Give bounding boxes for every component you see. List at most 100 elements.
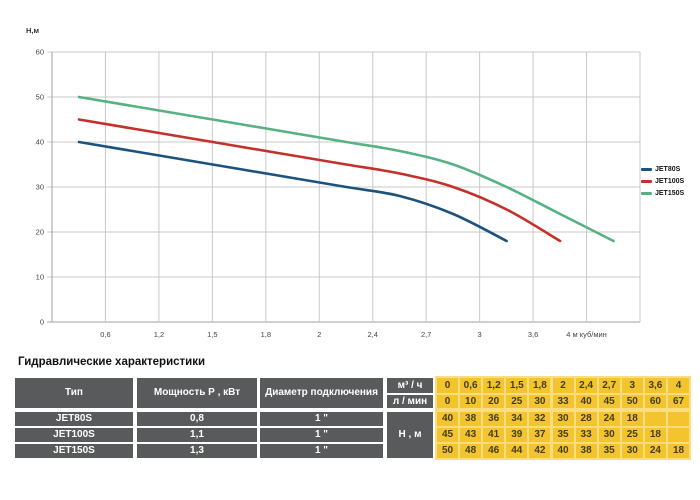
flow-lmin-value: 10 — [460, 395, 482, 408]
legend-item-JET100S: JET100S — [641, 178, 684, 185]
flow-lmin-value: 33 — [552, 395, 574, 408]
head-value: 18 — [621, 412, 643, 426]
flow-lmin-value: 30 — [529, 395, 551, 408]
y-tick-label: 60 — [36, 48, 44, 57]
head-value: 36 — [483, 412, 505, 426]
flow-m3h-value: 1,5 — [506, 378, 528, 393]
x-tick-label: 2,7 — [421, 330, 431, 339]
legend-dash-icon — [641, 192, 652, 195]
pump-curves-chart: Н,м 0 10 20 30 40 50 60 0,6 1,2 1,5 1,8 2 2,4 2,7 3 3,6… — [26, 26, 684, 339]
head-value: 30 — [621, 444, 643, 458]
legend-label: JET100S — [655, 178, 685, 185]
head-value: 42 — [529, 444, 551, 458]
x-tick-label: 3 — [478, 330, 482, 339]
flow-m3h-value: 2 — [552, 378, 574, 393]
x-tick-label: 2 — [317, 330, 321, 339]
head-value: 44 — [506, 444, 528, 458]
head-value: 40 — [437, 412, 458, 426]
head-value: 41 — [483, 428, 505, 442]
flow-m3h-value: 4 — [668, 378, 689, 393]
head-value: 32 — [529, 412, 551, 426]
header-flow-lmin: л / мин — [387, 395, 433, 408]
x-tick-label: 1,8 — [261, 330, 271, 339]
pump-diameter: 1 " — [260, 444, 383, 458]
pump-type-JET100S: JET100S — [15, 428, 133, 442]
head-value: 38 — [460, 412, 482, 426]
flow-m3h-value: 0 — [437, 378, 458, 393]
header-head-m: Н , м — [387, 412, 433, 458]
header-power: Мощность Р , кВт — [137, 378, 257, 408]
series-line-JET150S — [77, 95, 615, 243]
flow-m3h-value: 2,4 — [575, 378, 597, 393]
head-value: 30 — [598, 428, 620, 442]
head-value: 25 — [621, 428, 643, 442]
head-value: 48 — [460, 444, 482, 458]
x-tick-label: 3,6 — [528, 330, 538, 339]
legend-label: JET80S — [655, 166, 681, 173]
header-flow-m3h: м³ / ч — [387, 378, 433, 393]
head-value: 43 — [460, 428, 482, 442]
pump-power: 1,3 — [137, 444, 257, 458]
series-line-JET100S — [77, 118, 562, 243]
flow-lmin-value: 40 — [575, 395, 597, 408]
head-value: 33 — [575, 428, 597, 442]
head-value: 46 — [483, 444, 505, 458]
hydraulic-characteristics-table: Тип Мощность Р , кВт Диаметр подключения м³… — [15, 375, 695, 461]
y-tick-label: 0 — [40, 318, 44, 327]
legend-label: JET150S — [655, 190, 685, 197]
head-value: 35 — [598, 444, 620, 458]
legend-dash-icon — [641, 168, 652, 171]
head-value: 18 — [668, 444, 689, 458]
flow-lmin-value: 67 — [668, 395, 689, 408]
head-value: 24 — [598, 412, 620, 426]
flow-lmin-value: 60 — [644, 395, 666, 408]
y-tick-label: 50 — [36, 93, 44, 102]
x-tick-label: 4 м куб/мин — [566, 330, 607, 339]
series-line-JET80S — [77, 140, 508, 243]
head-value — [644, 412, 666, 426]
pump-power: 1,1 — [137, 428, 257, 442]
head-value: 30 — [552, 412, 574, 426]
head-value: 35 — [552, 428, 574, 442]
flow-m3h-value: 1,2 — [483, 378, 505, 393]
head-value: 37 — [529, 428, 551, 442]
head-value: 24 — [644, 444, 666, 458]
flow-m3h-value: 3 — [621, 378, 643, 393]
header-diameter: Диаметр подключения — [260, 378, 383, 408]
y-tick-label: 40 — [36, 138, 44, 147]
legend-item-JET80S: JET80S — [641, 166, 684, 173]
y-tick-label: 20 — [36, 228, 44, 237]
flow-lmin-value: 45 — [598, 395, 620, 408]
head-value: 50 — [437, 444, 458, 458]
pump-type-JET80S: JET80S — [15, 412, 133, 426]
head-value: 28 — [575, 412, 597, 426]
pump-power: 0,8 — [137, 412, 257, 426]
table-title: Гидравлические характеристики — [18, 356, 206, 368]
head-value: 38 — [575, 444, 597, 458]
x-tick-label: 0,6 — [100, 330, 110, 339]
head-value: 34 — [506, 412, 528, 426]
y-axis-unit-label: Н,м — [26, 26, 40, 35]
flow-lmin-value: 25 — [506, 395, 528, 408]
legend-item-JET150S: JET150S — [641, 190, 684, 197]
chart-legend: JET80S JET100S JET150S — [641, 166, 684, 202]
head-value — [668, 428, 689, 442]
x-tick-label: 2,4 — [368, 330, 378, 339]
y-tick-label: 30 — [36, 183, 44, 192]
flow-m3h-value: 2,7 — [598, 378, 620, 393]
pump-diameter: 1 " — [260, 428, 383, 442]
chart-canvas: 0 10 20 30 40 50 60 0,6 1,2 1,5 1,8 2 2,4 2,7 3 3,6 4 м … — [36, 48, 641, 339]
flow-lmin-value: 20 — [483, 395, 505, 408]
header-type: Тип — [15, 378, 133, 408]
head-value: 39 — [506, 428, 528, 442]
x-tick-label: 1,2 — [154, 330, 164, 339]
flow-m3h-value: 1,8 — [529, 378, 551, 393]
head-value — [668, 412, 689, 426]
pump-type-JET150S: JET150S — [15, 444, 133, 458]
flow-m3h-value: 3,6 — [644, 378, 666, 393]
head-value: 40 — [552, 444, 574, 458]
legend-dash-icon — [641, 180, 652, 183]
head-value: 18 — [644, 428, 666, 442]
y-tick-label: 10 — [36, 273, 44, 282]
